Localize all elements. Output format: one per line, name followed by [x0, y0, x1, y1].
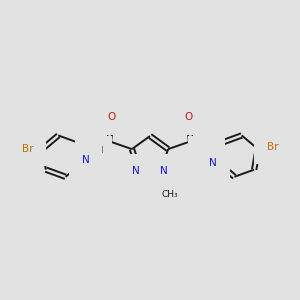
- Text: H: H: [96, 146, 102, 154]
- Text: N: N: [205, 138, 213, 148]
- Text: N: N: [160, 167, 168, 176]
- Text: O: O: [184, 112, 192, 122]
- Text: O: O: [108, 112, 116, 122]
- Text: N: N: [132, 167, 140, 176]
- Text: N: N: [87, 138, 95, 148]
- Text: N: N: [82, 155, 89, 165]
- Text: Br: Br: [22, 144, 33, 154]
- Text: Br: Br: [267, 142, 278, 152]
- Text: CH₃: CH₃: [162, 190, 178, 199]
- Text: N: N: [209, 158, 217, 168]
- Text: H: H: [198, 146, 204, 154]
